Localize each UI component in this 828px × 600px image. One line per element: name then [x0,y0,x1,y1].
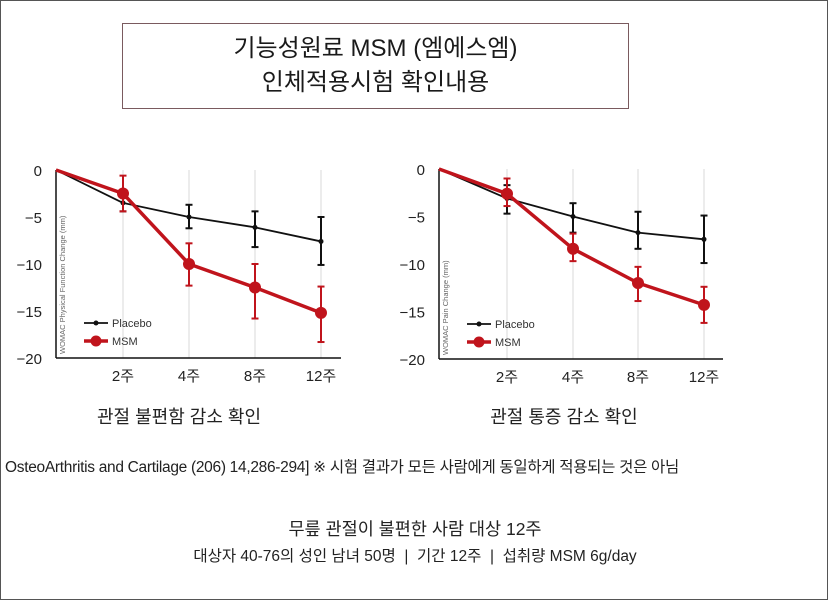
series-placebo: Placebo [55,169,325,330]
x-tick-label: 12주 [689,369,720,386]
y-tick-label: −5 [408,210,425,227]
data-point [632,277,644,289]
y-tick-label: −10 [17,257,42,274]
chart-1: 0 −5 −10 −15 −20 2주 4주 8주 12주 WOMAC Physical Func… [17,163,341,385]
data-point [701,236,707,242]
y-tick-label: 0 [417,162,425,179]
x-tick-label: 8주 [244,368,266,385]
chart1-subtitle: 관절 불편함 감소 확인 [96,407,262,427]
x-tick-label: 8주 [627,369,649,386]
y-tick-label: −20 [400,352,425,369]
series-line [438,167,705,307]
data-point [567,242,579,255]
data-point [249,281,261,294]
y-axis-label: WOMAC Physical Function Change (mm) [58,215,67,354]
y-tick-label: −15 [400,305,425,322]
x-tick-label: 12주 [306,368,337,385]
series-placebo: Placebo [438,168,708,331]
series-msm: MSM [438,167,710,349]
y-tick-label: −15 [17,304,42,321]
legend-swatch-marker [476,321,482,327]
data-point [315,306,327,319]
data-point [186,214,192,220]
x-tick-label: 4주 [562,369,584,386]
data-point [183,258,195,270]
y-axis-label: WOMAC Pain Change (mm) [441,260,450,355]
x-tick-label: 2주 [112,368,134,385]
chart2-subtitle: 관절 통증 감소 확인 [490,407,638,427]
series-msm: MSM [55,168,327,348]
legend-label: MSM [495,337,521,349]
title-box: 기능성원료 MSM (엠에스엠) 인체적용시험 확인내용 [122,23,629,109]
y-tick-label: −20 [17,351,42,368]
page-title-line2: 인체적용시험 확인내용 [261,69,490,96]
legend-swatch-marker [90,335,102,347]
citation-note: OsteoArthritis and Cartilage (206) 14,28… [5,459,679,476]
legend-label: Placebo [112,318,152,330]
data-point [318,238,324,244]
data-point [252,224,258,230]
legend-swatch-marker [93,320,99,326]
data-point [635,230,641,236]
data-point [501,187,513,200]
chart-2: 0 −5 −10 −15 −20 2주 4주 8주 12주 WOMAC Pain Change (… [400,162,723,386]
page-title-line1: 기능성원료 MSM (엠에스엠) [233,35,518,62]
legend-label: MSM [112,336,138,348]
data-point [117,187,129,200]
y-tick-label: −10 [400,257,425,274]
x-tick-label: 4주 [178,368,200,385]
data-point [698,298,710,311]
study-detail: 대상자 40-76의 성인 남녀 50명 | 기간 12주 | 섭취량 MSM … [193,548,637,565]
legend-label: Placebo [495,319,535,331]
y-tick-label: −5 [25,210,42,227]
data-point [570,214,576,219]
x-tick-label: 2주 [496,369,518,386]
study-title: 무릎 관절이 불편한 사람 대상 12주 [288,519,542,539]
y-tick-label: 0 [34,163,42,180]
legend-swatch-marker [473,336,485,348]
